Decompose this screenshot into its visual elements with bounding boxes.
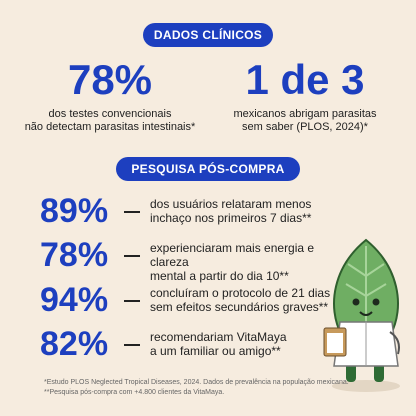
text-line: mental a partir do dia 10**	[150, 269, 289, 283]
survey-text: concluíram o protocolo de 21 dias sem efe…	[150, 286, 350, 314]
dash	[124, 300, 140, 302]
survey-text: recomendariam VitaMaya a um familiar ou a…	[150, 330, 350, 358]
footnote: **Pesquisa pós-compra com +4.800 cliente…	[44, 389, 225, 396]
text-line: experienciaram mais energia e clareza	[150, 241, 315, 269]
survey-value: 89%	[40, 192, 109, 230]
text-line: recomendariam VitaMaya	[150, 330, 287, 344]
survey-text: dos usuários relataram menos inchaço nos …	[150, 197, 350, 225]
section-pill: DADOS CLÍNICOS	[143, 23, 273, 47]
caption-line: dos testes convencionais	[48, 108, 172, 120]
footnote: *Estudo PLOS Neglected Tropical Diseases…	[44, 379, 349, 386]
text-line: a um familiar ou amigo**	[150, 344, 281, 358]
text-line: dos usuários relataram menos	[150, 197, 312, 211]
survey-text: experienciaram mais energia e clareza men…	[150, 241, 350, 283]
dash	[124, 211, 140, 213]
text-line: sem efeitos secundários graves**	[150, 300, 329, 314]
dash	[124, 255, 140, 257]
mascot	[323, 238, 400, 392]
survey-value: 78%	[40, 236, 109, 274]
caption-line: sem saber (PLOS, 2024)*	[242, 121, 368, 133]
section-pill: PESQUISA PÓS-COMPRA	[116, 157, 300, 181]
text-line: inchaço nos primeiros 7 dias**	[150, 211, 312, 225]
stat-caption: mexicanos abrigam parasitas sem saber (P…	[205, 108, 405, 134]
stat-caption: dos testes convencionais não detectam pa…	[10, 108, 210, 134]
footnotes: *Estudo PLOS Neglected Tropical Diseases…	[44, 378, 404, 398]
survey-value: 94%	[40, 281, 109, 319]
caption-line: mexicanos abrigam parasitas	[233, 108, 377, 120]
text-line: concluíram o protocolo de 21 dias	[150, 286, 331, 300]
survey-value: 82%	[40, 325, 109, 363]
stat-value: 1 de 3	[245, 56, 365, 103]
stat-value: 78%	[67, 56, 153, 103]
dash	[124, 344, 140, 346]
caption-line: não detectam parasitas intestinais*	[24, 121, 196, 133]
